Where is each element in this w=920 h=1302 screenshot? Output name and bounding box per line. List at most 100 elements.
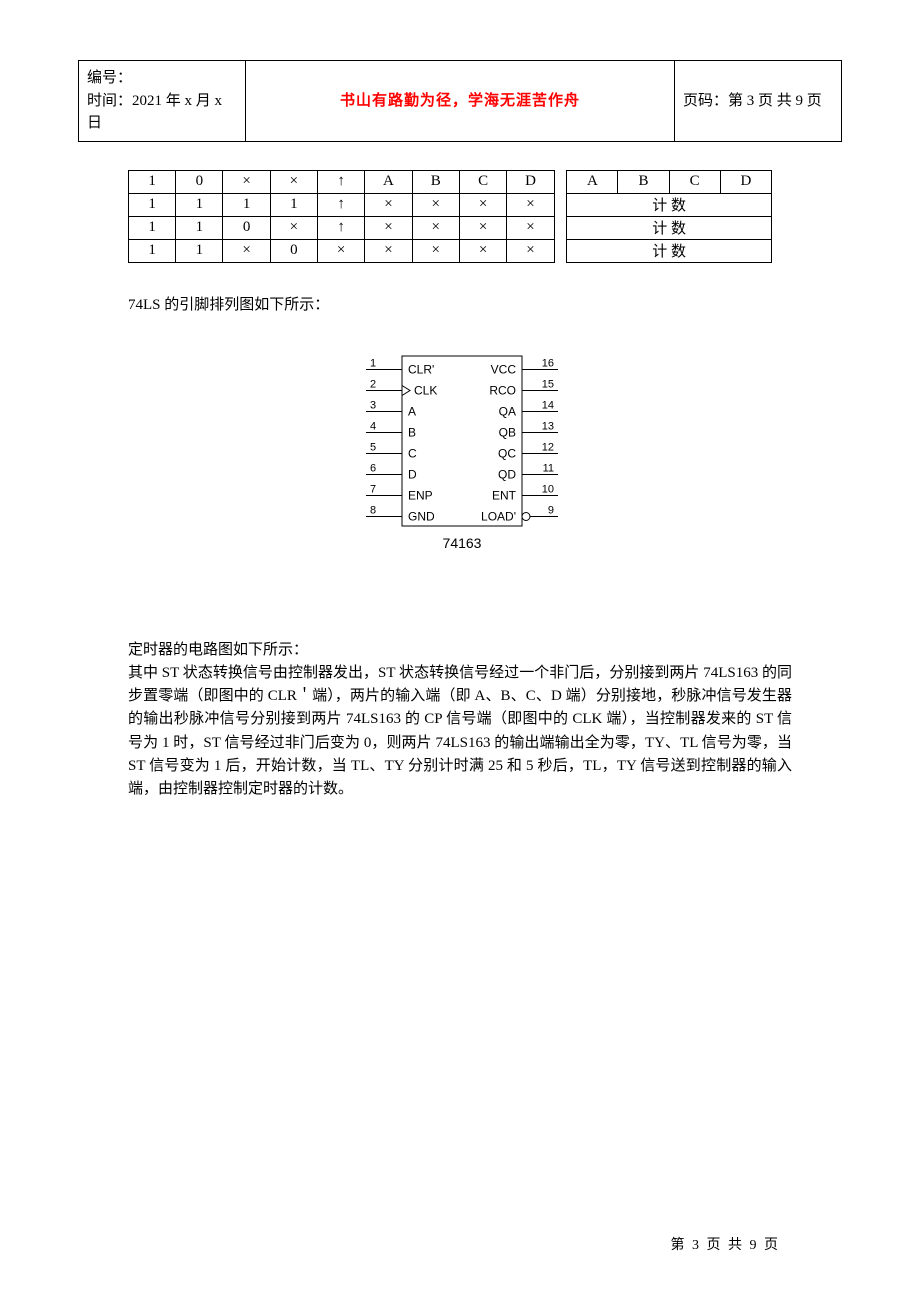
chip-diagram: 1 CLR' 2 CLK 3 A 4 B 5 C 6 D 7 ENP 8 GND 16 VCC 15 RCO 14 QA 1…	[330, 344, 590, 574]
pin-label: QB	[499, 425, 516, 439]
table-cell: D	[507, 170, 554, 193]
table-cell: 1	[129, 216, 176, 239]
pin-number: 3	[370, 399, 376, 411]
pin-label: GND	[408, 509, 435, 523]
pin-number: 7	[370, 483, 376, 495]
pin-number: 4	[370, 420, 376, 432]
header-date-label: 时间：2021 年 x 月 x 日	[87, 90, 237, 135]
footer-page-number: 第 3 页 共 9 页	[671, 1234, 781, 1254]
pin-number: 1	[370, 357, 376, 369]
table-spacer	[554, 193, 567, 216]
table-cell: ×	[365, 193, 412, 216]
timer-caption: 定时器的电路图如下所示：	[128, 639, 792, 662]
table-cell: C	[459, 170, 506, 193]
pin-label: RCO	[489, 383, 516, 397]
table-spacer	[554, 170, 567, 193]
header-center-cell: 书山有路勤为径，学海无涯苦作舟	[246, 61, 675, 142]
table-cell-merged: 计 数	[567, 216, 772, 239]
table-cell: ×	[365, 239, 412, 262]
pin-label: ENP	[408, 488, 433, 502]
pin-label: CLR'	[408, 362, 434, 376]
pin-label: VCC	[491, 362, 517, 376]
pin-label: D	[408, 467, 417, 481]
table-cell: 1	[270, 193, 317, 216]
table-cell: A	[567, 170, 618, 193]
table-cell: ×	[412, 216, 459, 239]
table-cell: 1	[176, 239, 223, 262]
pin-number: 5	[370, 441, 376, 453]
table-row: 110×↑××××计 数	[129, 216, 772, 239]
table-cell: ×	[365, 216, 412, 239]
table-cell: D	[720, 170, 771, 193]
pin-number: 11	[543, 462, 554, 474]
table-spacer	[554, 239, 567, 262]
table-cell: ×	[317, 239, 364, 262]
table-cell: ×	[459, 193, 506, 216]
header-id-label: 编号：	[87, 67, 237, 90]
table-cell: ×	[223, 239, 270, 262]
table-cell: 0	[223, 216, 270, 239]
truth-table: 10××↑ABCDABCD1111↑××××计 数110×↑××××计 数11×…	[128, 170, 772, 263]
table-cell: 1	[129, 239, 176, 262]
table-cell: ×	[459, 239, 506, 262]
pin-number: 12	[542, 441, 554, 453]
table-cell: 1	[176, 193, 223, 216]
pin-number: 10	[542, 483, 554, 495]
pin-label: CLK	[414, 383, 437, 397]
table-cell: ×	[507, 239, 554, 262]
table-cell: ×	[507, 216, 554, 239]
timer-description: 其中 ST 状态转换信号由控制器发出，ST 状态转换信号经过一个非门后，分别接到…	[128, 662, 792, 802]
table-cell: 1	[129, 170, 176, 193]
pin-number: 16	[542, 357, 554, 369]
table-cell: ↑	[317, 193, 364, 216]
table-cell: ×	[270, 170, 317, 193]
chip-intro-text: 74LS 的引脚排列图如下所示：	[128, 293, 842, 314]
table-cell-merged: 计 数	[567, 239, 772, 262]
pin-label: C	[408, 446, 417, 460]
chip-diagram-container: 1 CLR' 2 CLK 3 A 4 B 5 C 6 D 7 ENP 8 GND 16 VCC 15 RCO 14 QA 1…	[78, 344, 842, 579]
pin-number: 14	[542, 399, 554, 411]
table-cell: C	[669, 170, 720, 193]
table-row: 1111↑××××计 数	[129, 193, 772, 216]
pin-number: 6	[370, 462, 376, 474]
pin-label: QD	[498, 467, 516, 481]
table-spacer	[554, 216, 567, 239]
body-text: 定时器的电路图如下所示： 其中 ST 状态转换信号由控制器发出，ST 状态转换信…	[128, 639, 792, 802]
header-page-label: 页码：第 3 页 共 9 页	[683, 93, 822, 109]
table-cell: ×	[270, 216, 317, 239]
table-row: 11×0×××××计 数	[129, 239, 772, 262]
pin-number: 2	[370, 378, 376, 390]
table-cell: ↑	[317, 216, 364, 239]
table-cell: ×	[223, 170, 270, 193]
header-right-cell: 页码：第 3 页 共 9 页	[675, 61, 842, 142]
pin-label: QA	[499, 404, 516, 418]
pin-number: 8	[370, 504, 376, 516]
pin-label: ENT	[492, 488, 517, 502]
pin-number: 9	[548, 504, 554, 516]
inversion-bubble-icon	[522, 512, 530, 520]
table-cell: 1	[129, 193, 176, 216]
pin-label: QC	[498, 446, 516, 460]
header-motto: 书山有路勤为径，学海无涯苦作舟	[340, 93, 580, 109]
table-row: 10××↑ABCDABCD	[129, 170, 772, 193]
page: 编号： 时间：2021 年 x 月 x 日 书山有路勤为径，学海无涯苦作舟 页码…	[0, 0, 920, 1302]
table-cell: A	[365, 170, 412, 193]
header-left-cell: 编号： 时间：2021 年 x 月 x 日	[79, 61, 246, 142]
table-cell: ×	[412, 193, 459, 216]
table-cell: 1	[176, 216, 223, 239]
table-cell-merged: 计 数	[567, 193, 772, 216]
pin-number: 15	[542, 378, 554, 390]
pin-label: A	[408, 404, 416, 418]
table-cell: 0	[270, 239, 317, 262]
table-cell: ×	[412, 239, 459, 262]
table-cell: ×	[507, 193, 554, 216]
clock-triangle-icon	[402, 385, 410, 395]
table-cell: B	[618, 170, 669, 193]
table-cell: ↑	[317, 170, 364, 193]
table-cell: ×	[459, 216, 506, 239]
table-cell: 1	[223, 193, 270, 216]
table-cell: B	[412, 170, 459, 193]
chip-part-number: 74163	[443, 535, 482, 551]
pin-label: B	[408, 425, 416, 439]
header-box: 编号： 时间：2021 年 x 月 x 日 书山有路勤为径，学海无涯苦作舟 页码…	[78, 60, 842, 142]
